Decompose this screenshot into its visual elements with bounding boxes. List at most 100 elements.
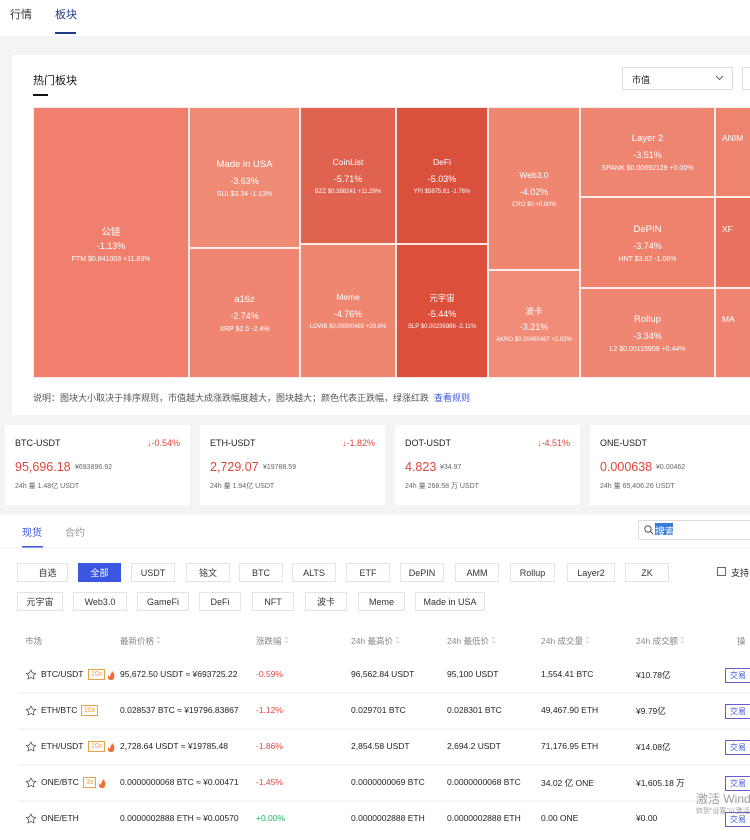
hot-icon	[107, 743, 115, 752]
trade-button[interactable]: 交易	[725, 668, 750, 683]
ticker-card[interactable]	[200, 425, 385, 505]
ticker-pair: BTC-USDT	[15, 438, 61, 448]
sector-change: -4.02%	[519, 186, 549, 197]
nav-tab[interactable]: 板块	[55, 9, 77, 21]
select-2[interactable]	[742, 67, 750, 90]
sector-leader: BZZ $0.388241 +11.29%	[314, 188, 382, 195]
market-tab[interactable]: 现货	[22, 528, 42, 539]
search-input[interactable]: 搜索	[655, 527, 675, 538]
filter-chip[interactable]: DeFi	[199, 592, 241, 611]
column-header[interactable]: 涨跌幅	[256, 636, 282, 646]
price: 95,672.50 USDT ≈ ¥693725.22	[120, 669, 238, 679]
sort-icon	[680, 636, 685, 644]
hot-icon	[98, 779, 106, 788]
sector-tile[interactable]: 公链 -1.13% FTM $0.841003 +11.83%	[33, 107, 189, 378]
nav-tab[interactable]: 行情	[10, 9, 32, 21]
pair[interactable]: ETH/USDT	[41, 741, 84, 751]
ticker-card[interactable]	[395, 425, 580, 505]
filter-chip[interactable]: Rollup	[510, 563, 555, 582]
sector-leader: HNT $3.62 -1.06%	[618, 255, 677, 263]
filter-chip[interactable]: Made in USA	[415, 592, 485, 611]
sector-name: Made in USA	[216, 158, 273, 170]
sector-tile[interactable]: ANIM	[715, 107, 750, 197]
filter-chip[interactable]: Web3.0	[73, 592, 127, 611]
column-header[interactable]: 24h 最低价	[447, 636, 490, 646]
pair[interactable]: ETH/BTC	[41, 705, 78, 715]
filter-chip[interactable]: ALTS	[292, 563, 336, 582]
sector-name: XF	[722, 223, 733, 234]
sector-tile[interactable]: Meme -4.76% LOWB $0.00000465 +29.8%	[300, 244, 396, 378]
sector-tile[interactable]: MA	[715, 288, 750, 378]
sort-select[interactable]	[622, 67, 733, 90]
search-selection	[655, 523, 673, 535]
ticker-cny: ¥0.00462	[656, 464, 686, 471]
ticker-price: 4.823	[405, 460, 437, 474]
sector-tile[interactable]: a16z -2.74% XRP $2.5 -2.4%	[189, 248, 300, 378]
sector-change: -3.51%	[633, 150, 662, 160]
column-header[interactable]: 24h 成交量	[541, 636, 584, 646]
filter-chip[interactable]: NFT	[252, 592, 294, 611]
ticker-volume: 24h 量 268.58 万 USDT	[405, 483, 479, 490]
filter-chip[interactable]: 铭文	[186, 563, 230, 582]
column-header: 市场	[25, 636, 43, 646]
sector-tile[interactable]: Made in USA -3.63% SUI $3.34 -1.13%	[189, 107, 300, 248]
filter-chip[interactable]: ETF	[346, 563, 390, 582]
sector-tile[interactable]: 波卡 -3.21% AKRO $0.00465487 +2.03%	[488, 270, 580, 378]
sector-change: -5.71%	[333, 173, 363, 184]
ticker-card[interactable]	[590, 425, 750, 505]
sector-tile[interactable]: Rollup -3.34% L2 $0.00115909 +0.44%	[580, 288, 715, 378]
filter-chip[interactable]: 全部	[78, 563, 121, 582]
search-icon	[650, 531, 654, 535]
filter-chip[interactable]: GameFi	[137, 592, 189, 611]
filter-chip[interactable]: 元宇宙	[17, 592, 63, 611]
ticker-card[interactable]	[5, 425, 190, 505]
price: 0.028537 BTC ≈ ¥19796.83867	[120, 705, 239, 715]
low: 0.0000000068 BTC	[447, 777, 521, 787]
pair[interactable]: ONE/BTC	[41, 777, 79, 787]
sector-name: 公链	[101, 226, 121, 238]
filter-chip[interactable]: BTC	[239, 563, 283, 582]
turnover: ¥14.08亿	[636, 742, 671, 752]
filter-chip[interactable]: ZK	[625, 563, 669, 582]
sector-leader: AKRO $0.00465487 +2.03%	[496, 337, 572, 343]
sector-name: DePIN	[633, 223, 662, 235]
sector-tile[interactable]: CoinList -5.71% BZZ $0.388241 +11.29%	[300, 107, 396, 244]
sector-tile[interactable]: Layer 2 -3.51% SPANK $0.00692129 +0.00%	[580, 107, 715, 197]
filter-chip[interactable]: Layer2	[567, 563, 615, 582]
sector-name: a16z	[234, 294, 255, 305]
sort-icon	[395, 636, 400, 644]
sector-change: -5.44%	[427, 309, 457, 319]
pair[interactable]: ONE/ETH	[41, 813, 79, 823]
sector-tile[interactable]: Web3.0 -4.02% CRO $0 +0.00%	[488, 107, 580, 270]
volume: 49,467.90 ETH	[541, 705, 599, 715]
trade-button[interactable]: 交易	[725, 776, 750, 791]
turnover: ¥10.78亿	[636, 670, 671, 680]
sector-tile[interactable]: DeFi -5.03% YFI $5875.61 -1.76%	[396, 107, 488, 244]
market-tab[interactable]: 合约	[65, 528, 85, 539]
sector-tile[interactable]: DePIN -3.74% HNT $3.62 -1.06%	[580, 197, 715, 288]
volume: 34.02 亿 ONE	[541, 778, 594, 788]
column-header[interactable]: 24h 最高价	[351, 636, 394, 646]
rule-link[interactable]: 查看规则	[434, 393, 471, 403]
pair[interactable]: BTC/USDT	[41, 669, 84, 679]
sector-tile[interactable]: XF	[715, 197, 750, 288]
trade-button[interactable]: 交易	[725, 704, 750, 719]
filter-chip[interactable]: USDT	[131, 563, 175, 582]
sector-leader: CRO $0 +0.00%	[512, 201, 556, 208]
sector-name: DeFi	[433, 156, 451, 167]
filter-chip[interactable]: AMM	[455, 563, 499, 582]
sector-leader: XRP $2.5 -2.4%	[219, 326, 270, 333]
trade-button[interactable]: 交易	[725, 740, 750, 755]
filter-chip[interactable]: Meme	[358, 592, 405, 611]
column-header[interactable]: 最新价格	[120, 636, 155, 646]
checkbox[interactable]	[717, 567, 726, 576]
filter-chip[interactable]: 自选	[17, 563, 68, 582]
column-header[interactable]: 24h 成交额	[636, 636, 679, 646]
change: -0.59%	[256, 669, 283, 679]
sector-tile[interactable]: 元宇宙 -5.44% SLP $0.00236986 -2.11%	[396, 244, 488, 378]
filter-chip[interactable]: DePIN	[400, 563, 444, 582]
trade-button[interactable]: 交易	[725, 812, 750, 827]
low: 0.0000002888 ETH	[447, 813, 521, 823]
filter-chip[interactable]: 波卡	[305, 592, 347, 611]
